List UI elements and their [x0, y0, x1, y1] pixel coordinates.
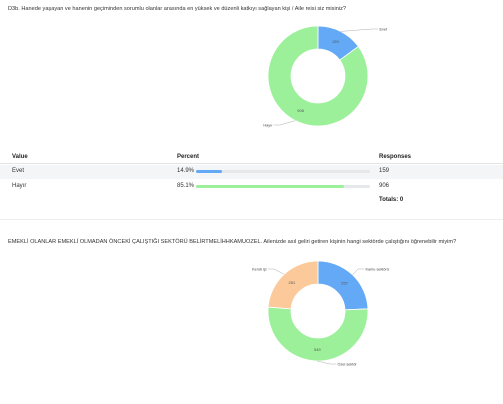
row-value-label: Hayır	[12, 183, 27, 189]
table-header-percent: Percent	[177, 154, 200, 160]
question-1-donut-chart: 159 Evet 906 Hayır	[263, 25, 389, 127]
donut-category-label: Evet	[380, 27, 389, 31]
section-divider	[0, 219, 503, 220]
donut-category-label: Kendi işi	[252, 267, 267, 271]
row-value-label: Evet	[12, 168, 25, 174]
row-percent-text: 14.9%	[177, 168, 195, 174]
donut-leader-line	[274, 120, 296, 126]
table-row: Evet 14.9% 159	[0, 165, 503, 179]
donut-value-label: 159	[332, 39, 339, 44]
row-percent-bar-fill	[196, 185, 345, 188]
row-percent-bar-track	[196, 185, 370, 188]
donut-value-label: 257	[341, 281, 348, 286]
table-header-divider	[0, 163, 503, 164]
row-percent-bar-track	[196, 170, 370, 173]
row-percent-text: 85.1%	[177, 183, 195, 189]
donut-value-label: 906	[297, 108, 304, 113]
question-2-title: EMEKLİ OLANLAR EMEKLİ OLMADAN ÖNCEKİ ÇAL…	[8, 239, 457, 245]
donut-leader-line	[340, 28, 378, 32]
donut-value-label: 549	[314, 347, 321, 352]
donut-slice-hayır	[267, 25, 369, 127]
donut-leader-line	[268, 268, 285, 275]
table-totals: Totals: 0	[379, 197, 404, 203]
row-responses-count: 906	[379, 183, 390, 189]
donut-leader-line	[317, 360, 336, 365]
donut-slice-kendi-işi	[267, 260, 319, 310]
donut-slice-özel-sektör	[267, 306, 369, 362]
row-responses-count: 159	[379, 168, 390, 174]
donut-category-label: Kamu sektörü	[366, 267, 389, 271]
donut-category-label: Hayır	[263, 123, 273, 127]
donut-leader-line	[352, 268, 364, 276]
question-1-title: D3b. Hanede yaşayan ve hanenin geçiminde…	[8, 6, 346, 12]
row-percent-bar-fill	[196, 170, 222, 173]
donut-category-label: Özel sektör	[338, 362, 358, 366]
donut-value-label: 251	[289, 280, 296, 285]
table-header-responses: Responses	[379, 154, 412, 160]
table-header-value: Value	[12, 154, 28, 160]
table-row: Hayır 85.1% 906	[0, 180, 503, 194]
question-2-donut-chart: 257 Kamu sektörü 549 Özel sektör 251 Kendi iş…	[252, 260, 389, 366]
